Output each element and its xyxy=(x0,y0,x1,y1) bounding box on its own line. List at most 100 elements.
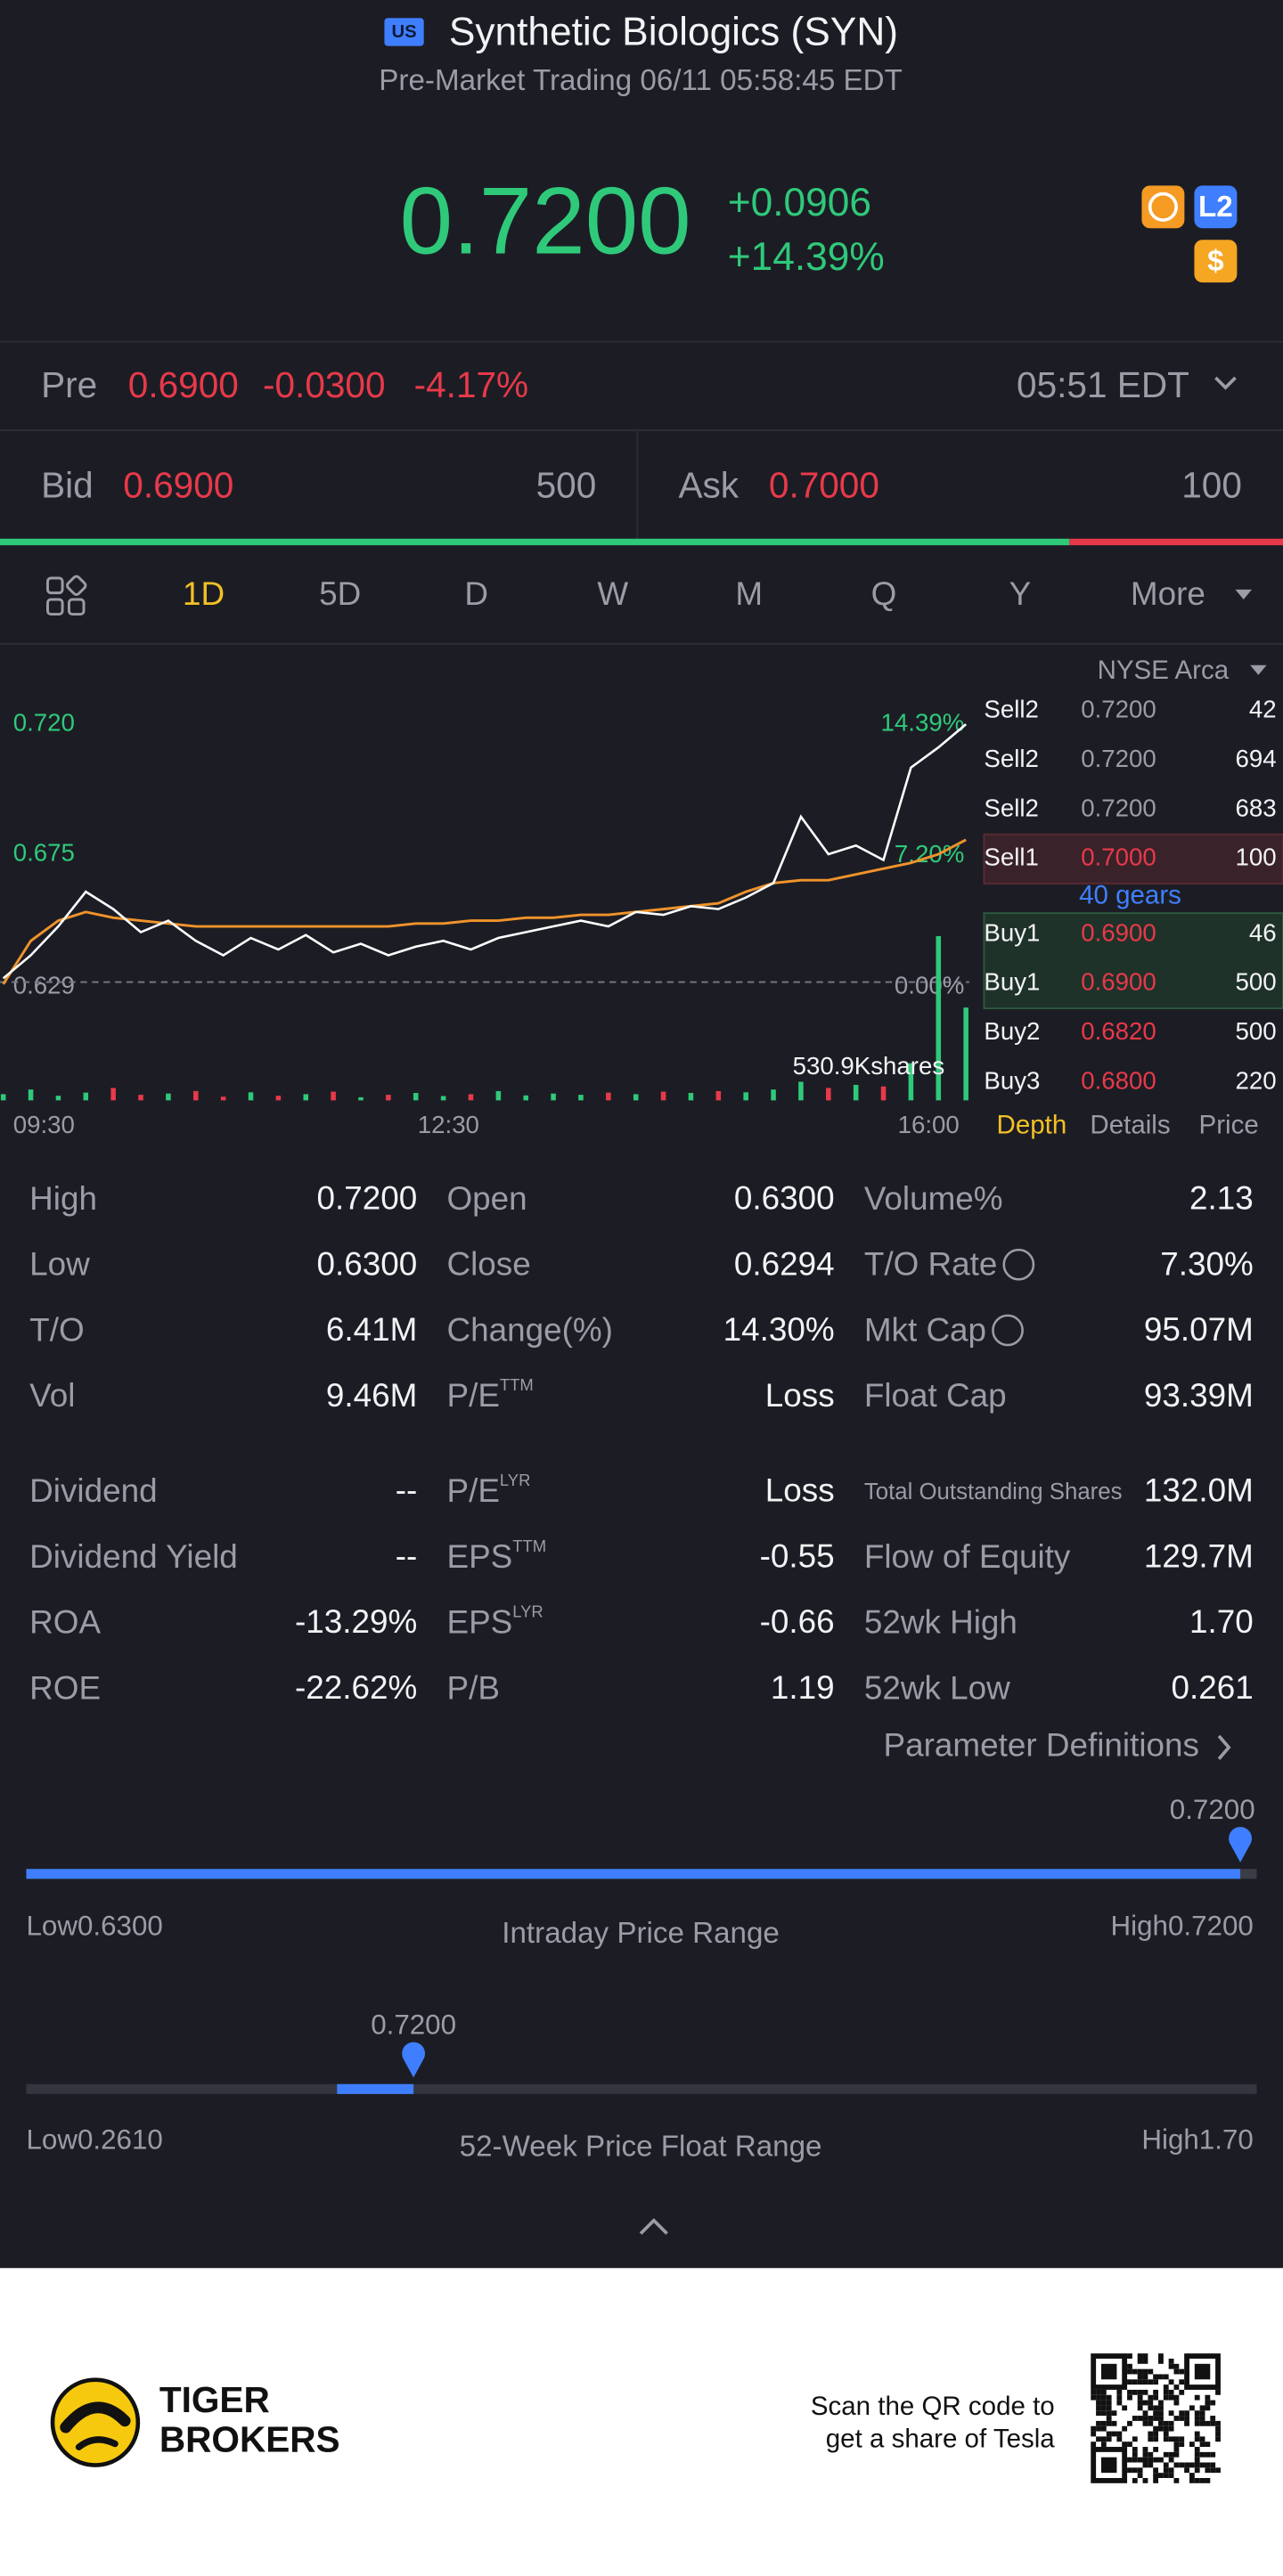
qr-module xyxy=(1163,2425,1169,2432)
qr-module xyxy=(1091,2441,1097,2448)
link-chevron[interactable] xyxy=(1217,1734,1231,1760)
qr-module xyxy=(1199,2416,1205,2421)
qr-module xyxy=(1148,2420,1154,2426)
period-tab[interactable]: More xyxy=(1131,575,1205,612)
qr-module xyxy=(1127,2379,1132,2385)
info-icon[interactable] xyxy=(1002,1248,1035,1281)
qr-module xyxy=(1100,2389,1107,2395)
range-high-label: High xyxy=(1111,1911,1168,1942)
qr-module xyxy=(1106,2436,1112,2442)
range-high-value: 1.70 xyxy=(1199,2124,1254,2156)
qr-module xyxy=(1199,2462,1205,2468)
qr-module xyxy=(1194,2431,1200,2437)
qr-module xyxy=(1163,2462,1169,2468)
qr-module xyxy=(1158,2457,1164,2463)
qr-module xyxy=(1132,2416,1138,2421)
volume-bar xyxy=(578,1095,584,1101)
qr-module xyxy=(1194,2462,1200,2468)
stat-value: -0.66 xyxy=(760,1603,835,1640)
volume-bar xyxy=(413,1093,419,1101)
trading-status: Pre-Market Trading 06/11 05:58:45 EDT xyxy=(379,64,903,97)
period-tab[interactable]: 5D xyxy=(319,575,361,612)
ask-volume-bar xyxy=(1069,538,1283,546)
period-tab[interactable]: W xyxy=(597,575,628,612)
more-caret[interactable] xyxy=(1235,589,1252,599)
qr-module xyxy=(1142,2368,1148,2375)
info-icon[interactable] xyxy=(992,1314,1024,1347)
layout-icon[interactable] xyxy=(45,575,87,616)
stat-label-text: ROA xyxy=(29,1603,101,1640)
price-tick-label: 0.629 xyxy=(13,971,75,999)
bid-volume-bar xyxy=(0,538,1070,546)
collapse-caret[interactable] xyxy=(639,2218,668,2235)
stat-label: Low xyxy=(29,1245,90,1282)
qr-finder xyxy=(1184,2353,1221,2390)
volume-bar xyxy=(0,1094,6,1101)
qr-module xyxy=(1142,2374,1148,2380)
qr-module xyxy=(1210,2400,1216,2406)
parameter-definitions-link[interactable]: Parameter Definitions xyxy=(884,1727,1199,1764)
price-line xyxy=(2,723,967,980)
volume-bar xyxy=(660,1091,666,1101)
qr-module xyxy=(1173,2462,1180,2468)
order-book-tab[interactable]: Details xyxy=(1090,1111,1170,1140)
qr-module xyxy=(1137,2467,1143,2474)
qr-module xyxy=(1116,2400,1123,2406)
order-book-tab[interactable]: Depth xyxy=(997,1111,1067,1140)
background xyxy=(0,0,1283,2268)
range-current-label: 0.7200 xyxy=(371,2009,456,2041)
qr-module xyxy=(1127,2467,1132,2474)
period-tab[interactable]: 1D xyxy=(183,575,225,612)
qr-module xyxy=(1100,2441,1107,2448)
stat-label-text: Vol xyxy=(29,1377,75,1414)
order-price: 0.6900 xyxy=(1081,918,1156,946)
expand-chevron[interactable] xyxy=(1214,376,1237,390)
qr-module xyxy=(1179,2410,1185,2417)
footer-background xyxy=(0,2268,1283,2576)
volume-label: 530.9Kshares xyxy=(793,1052,945,1080)
stat-value: Loss xyxy=(765,1472,835,1509)
qr-module xyxy=(1173,2363,1180,2369)
qr-module xyxy=(1142,2451,1148,2458)
period-tab[interactable]: Q xyxy=(871,575,897,612)
volume-bar xyxy=(880,1086,887,1101)
period-tab[interactable]: D xyxy=(464,575,488,612)
stat-label: Flow of Equity xyxy=(864,1537,1071,1574)
qr-module xyxy=(1194,2467,1200,2474)
qr-module xyxy=(1132,2477,1138,2483)
qr-module xyxy=(1215,2389,1221,2395)
order-book-tab[interactable]: Price xyxy=(1199,1111,1259,1140)
qr-module xyxy=(1132,2447,1138,2452)
stat-label: T/O xyxy=(29,1311,84,1348)
period-tab[interactable]: Y xyxy=(1009,575,1032,612)
qr-module xyxy=(1194,2420,1200,2426)
qr-module xyxy=(1096,2400,1101,2406)
qr-module xyxy=(1168,2389,1174,2395)
qr-module xyxy=(1205,2451,1211,2458)
qr-module xyxy=(1137,2379,1143,2385)
qr-module xyxy=(1173,2400,1180,2406)
period-tab[interactable]: M xyxy=(735,575,763,612)
qr-module xyxy=(1142,2477,1148,2483)
order-level: Buy2 xyxy=(984,1017,1040,1045)
brand-logo xyxy=(50,2377,141,2467)
dollar-badge: $ xyxy=(1207,245,1223,278)
qr-module xyxy=(1194,2477,1200,2483)
qr-module xyxy=(1122,2441,1128,2448)
stat-label: Mkt Cap xyxy=(864,1311,986,1348)
qr-module xyxy=(1163,2467,1169,2474)
qr-module xyxy=(1096,2389,1101,2395)
exchange-caret[interactable] xyxy=(1250,664,1267,675)
market-badge-bg xyxy=(384,18,424,46)
pre-label: Pre xyxy=(41,364,97,405)
qr-module xyxy=(1091,2425,1097,2432)
qr-module xyxy=(1148,2451,1154,2458)
stat-label: 52wk High xyxy=(864,1603,1017,1640)
qr-module xyxy=(1158,2400,1164,2406)
qr-module xyxy=(1100,2436,1107,2442)
stat-label-text: ROE xyxy=(29,1669,101,1706)
l2-badge: L2 xyxy=(1198,191,1233,224)
volume-bar xyxy=(908,1063,914,1101)
time-label: 16:00 xyxy=(898,1111,960,1138)
